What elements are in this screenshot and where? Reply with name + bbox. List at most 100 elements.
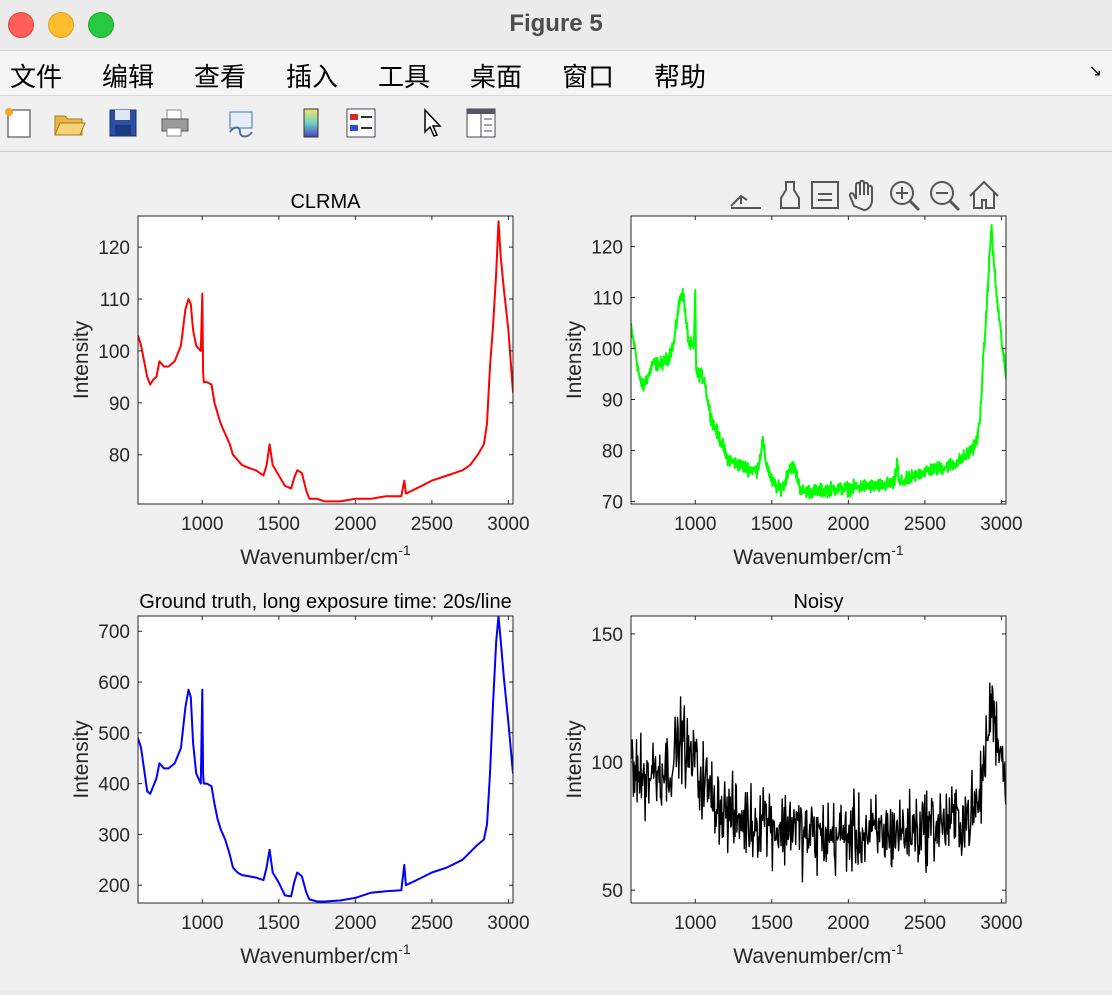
series-line	[138, 220, 513, 503]
x-tick-label: 2000	[827, 514, 869, 535]
y-tick-label: 400	[98, 775, 130, 796]
x-tick-label: 2000	[334, 514, 376, 535]
y-tick-label: 200	[98, 876, 130, 897]
colorbar-icon[interactable]	[294, 106, 328, 140]
y-tick-label: 120	[98, 238, 130, 259]
menu-edit[interactable]: 编辑	[102, 63, 155, 93]
x-tick-label: 1500	[751, 913, 793, 934]
new-file-icon[interactable]	[2, 106, 36, 140]
y-tick-label: 300	[98, 825, 130, 846]
x-axis-label: Wavenumber/cm-1	[240, 542, 411, 569]
y-axis-label: Intensity	[563, 720, 586, 799]
close-button[interactable]	[8, 12, 34, 38]
menu-desktop[interactable]: 桌面	[470, 63, 523, 93]
zoom-in-icon[interactable]	[890, 181, 921, 212]
chart-title: CLRMA	[290, 191, 361, 213]
x-axis-label: Wavenumber/cm-1	[240, 941, 411, 968]
y-tick-label: 80	[602, 441, 623, 462]
open-folder-icon[interactable]	[52, 106, 86, 140]
legend-icon[interactable]	[344, 106, 378, 140]
x-tick-label: 1000	[674, 913, 716, 934]
subplot-1[interactable]: 1000 1500 2000 2500 3000 80 90 100 110 120 CLRMA Wa…	[70, 191, 530, 569]
axes-frame	[137, 215, 514, 505]
y-tick-label: 70	[602, 492, 623, 513]
arrow-expand-icon[interactable]: ↘	[1088, 63, 1102, 80]
subplot-grid: 1000 1500 2000 2500 3000 80 90 100 110 120 CLRMA Wa…	[70, 191, 1023, 968]
y-tick-label: 50	[602, 881, 623, 902]
minimize-button[interactable]	[48, 12, 74, 38]
x-tick-label: 1000	[181, 913, 223, 934]
axes-frame	[630, 615, 1007, 904]
axes-frame	[137, 615, 514, 904]
x-tick-label: 2500	[411, 514, 453, 535]
x-tick-label: 1000	[674, 514, 716, 535]
y-tick-label: 100	[591, 753, 623, 774]
y-axis-label: Intensity	[70, 320, 93, 399]
menu-view[interactable]: 查看	[194, 63, 247, 93]
print-icon[interactable]	[158, 106, 192, 140]
subplot-3[interactable]: 1000 1500 2000 2500 3000 200 300 400 500 600 700 Gr…	[70, 591, 530, 968]
y-tick-label: 100	[98, 342, 130, 363]
pointer-icon[interactable]	[416, 106, 450, 140]
x-tick-label: 2000	[334, 913, 376, 934]
menu-file[interactable]: 文件	[10, 63, 63, 93]
subplot-4[interactable]: 1000 1500 2000 2500 3000 50 100 150 Noisy Wavenum…	[563, 591, 1023, 968]
x-tick-label: 3000	[980, 514, 1022, 535]
y-tick-label: 600	[98, 673, 130, 694]
x-tick-label: 1500	[751, 514, 793, 535]
chart-title: Ground truth, long exposure time: 20s/li…	[139, 591, 511, 613]
export-icon[interactable]	[728, 178, 764, 214]
property-inspector-icon[interactable]	[464, 106, 498, 140]
y-tick-label: 110	[100, 290, 130, 311]
y-tick-label: 150	[591, 625, 623, 646]
zoom-out-icon[interactable]	[930, 181, 961, 212]
x-axis-label: Wavenumber/cm-1	[733, 941, 904, 968]
title-bar: Figure 5	[0, 0, 1112, 51]
data-tips-icon[interactable]	[811, 181, 839, 209]
save-icon[interactable]	[106, 106, 140, 140]
x-tick-label: 2000	[827, 913, 869, 934]
y-tick-label: 90	[109, 394, 130, 415]
figure-area: 1000 1500 2000 2500 3000 80 90 100 110 120 CLRMA Wa…	[0, 152, 1112, 990]
figure-canvas[interactable]: 1000 1500 2000 2500 3000 80 90 100 110 120 CLRMA Wa…	[0, 152, 1112, 990]
x-tick-label: 3000	[980, 913, 1022, 934]
menu-insert[interactable]: 插入	[286, 63, 339, 93]
y-axis-label: Intensity	[563, 320, 586, 399]
x-axis-label: Wavenumber/cm-1	[733, 542, 904, 569]
y-tick-label: 80	[109, 446, 130, 467]
subplot-2[interactable]: 1000 1500 2000 2500 3000 70 80 90 100 110 120 Waven…	[563, 215, 1023, 569]
plot-area[interactable]	[138, 216, 513, 504]
menu-window[interactable]: 窗口	[562, 63, 615, 93]
menu-tools[interactable]: 工具	[378, 63, 431, 93]
x-tick-label: 1000	[181, 514, 223, 535]
series-line	[631, 224, 1006, 500]
window-title: Figure 5	[509, 10, 603, 37]
maximize-button[interactable]	[88, 12, 114, 38]
x-tick-label: 3000	[487, 514, 529, 535]
x-tick-label: 2500	[904, 913, 946, 934]
y-tick-label: 500	[98, 724, 130, 745]
home-icon[interactable]	[969, 180, 999, 209]
series-line	[631, 682, 1006, 883]
y-tick-label: 120	[591, 238, 623, 259]
brush-icon[interactable]	[772, 178, 808, 214]
menu-help[interactable]: 帮助	[654, 63, 707, 93]
axes-frame	[630, 215, 1007, 505]
series-line	[138, 616, 513, 903]
toolbar	[0, 96, 1112, 152]
y-tick-label: 90	[602, 391, 623, 412]
link-plot-icon[interactable]	[224, 106, 258, 140]
x-tick-label: 3000	[487, 913, 529, 934]
x-tick-label: 1500	[258, 514, 300, 535]
x-tick-label: 1500	[258, 913, 300, 934]
pan-icon[interactable]	[848, 179, 873, 212]
y-tick-label: 100	[591, 340, 623, 361]
chart-title: Noisy	[793, 591, 843, 613]
y-tick-label: 110	[593, 289, 623, 310]
axes-toolbar	[728, 178, 999, 214]
x-tick-label: 2500	[411, 913, 453, 934]
x-tick-label: 2500	[904, 514, 946, 535]
menu-bar: 文件 编辑 查看 插入 工具 桌面 窗口 帮助 ↘	[0, 51, 1112, 96]
y-axis-label: Intensity	[70, 720, 93, 799]
plot-area[interactable]	[631, 216, 1006, 504]
